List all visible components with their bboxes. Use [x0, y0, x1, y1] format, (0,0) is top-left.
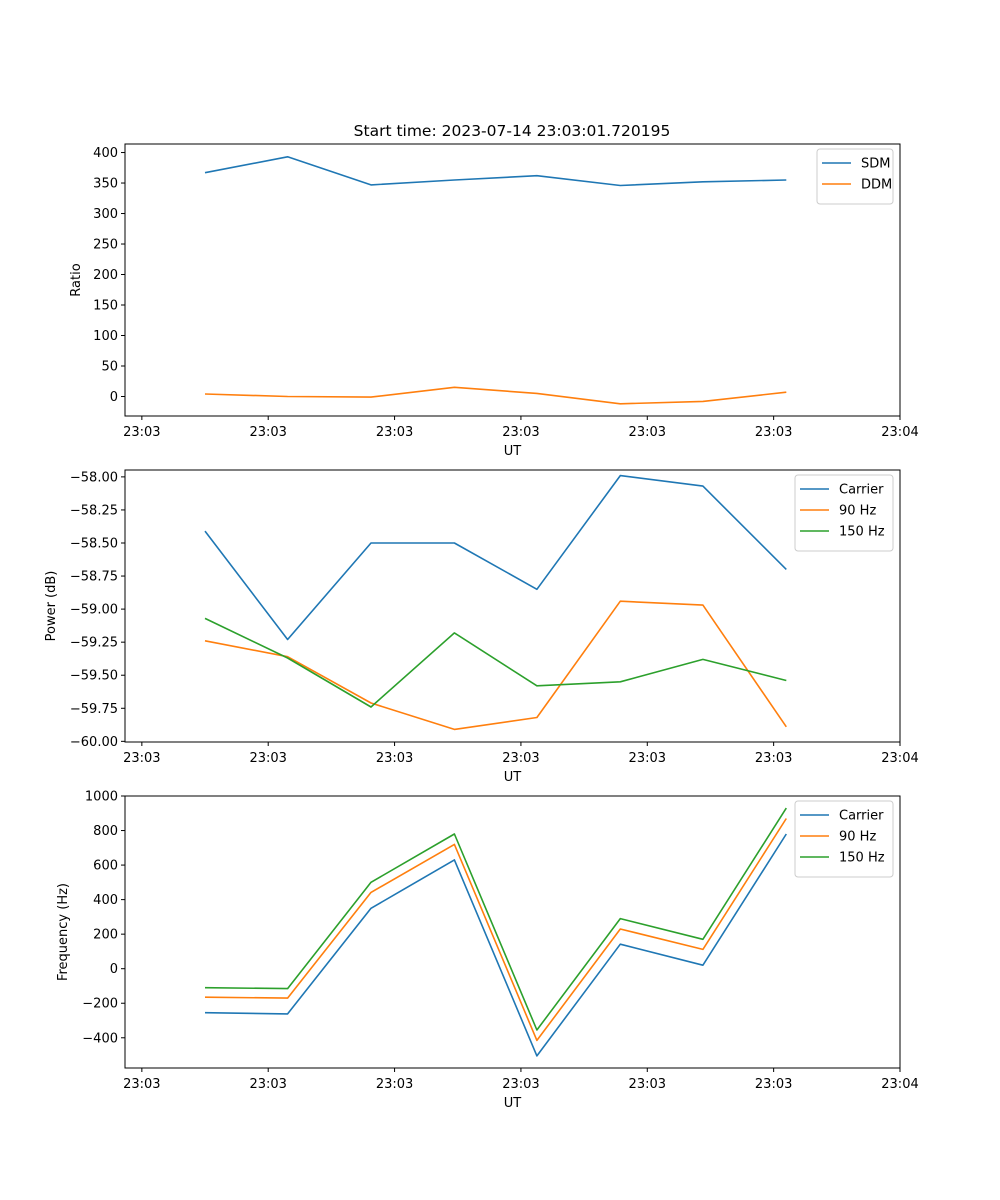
legend-label: 150 Hz [839, 525, 885, 540]
legend-box [794, 800, 894, 878]
y-tick-label: 0 [110, 962, 118, 977]
y-tick-label: 1000 [85, 790, 118, 805]
figure-title: Start time: 2023-07-14 23:03:01.720195 [354, 122, 671, 140]
legend-label: DDM [861, 178, 892, 193]
legend-label: Carrier [839, 809, 884, 824]
x-tick-label: 23:03 [502, 1077, 539, 1092]
x-tick-label: 23:03 [629, 425, 666, 440]
legend-label: 150 Hz [839, 851, 885, 866]
series-line-carrier [204, 474, 787, 641]
legend-label: SDM [861, 157, 890, 172]
y-axis-label: Frequency (Hz) [56, 883, 71, 981]
y-tick-label: 200 [93, 268, 118, 283]
y-tick-label: −60.00 [70, 735, 118, 750]
legend: Carrier 90 Hz 150 Hz [794, 474, 894, 552]
series-line-ddm [204, 386, 787, 405]
x-tick-label: 23:03 [123, 751, 160, 766]
y-tick-label: 250 [93, 238, 118, 253]
y-tick-label: 400 [93, 146, 118, 161]
y-tick-label: −58.50 [70, 536, 118, 551]
x-axis-label: UT [504, 1096, 522, 1111]
legend-label: Carrier [839, 483, 884, 498]
y-tick-label: −59.75 [70, 702, 118, 717]
plot-area-frame [124, 143, 901, 417]
x-tick-label: 23:03 [123, 425, 160, 440]
y-tick-label: 400 [93, 893, 118, 908]
y-tick-label: 50 [101, 359, 118, 374]
y-tick-label: 200 [93, 928, 118, 943]
y-tick-label: −58.25 [70, 503, 118, 518]
x-tick-label: 23:03 [502, 751, 539, 766]
legend: Carrier 90 Hz 150 Hz [794, 800, 894, 878]
x-axis-label: UT [504, 770, 522, 785]
series-line-carrier [204, 833, 787, 1057]
y-tick-label: 300 [93, 207, 118, 222]
x-tick-label: 23:03 [249, 1077, 286, 1092]
y-tick-label: 0 [110, 390, 118, 405]
series-line-90-hz [204, 600, 787, 731]
x-tick-label: 23:03 [376, 1077, 413, 1092]
y-tick-label: −58.75 [70, 570, 118, 585]
frequency-chart: −400 −200 0 200 400 600 800 1000 23:03 23:03 23:03… [56, 790, 919, 1112]
y-tick-label: −200 [82, 997, 118, 1012]
series-line-90-hz [204, 818, 787, 1042]
y-axis-label: Ratio [69, 263, 84, 296]
x-tick-label: 23:03 [502, 425, 539, 440]
y-tick-label: −59.25 [70, 636, 118, 651]
y-tick-label: 350 [93, 177, 118, 192]
x-tick-label: 23:04 [881, 425, 918, 440]
legend-box [794, 474, 894, 552]
y-tick-label: −59.50 [70, 669, 118, 684]
x-tick-label: 23:03 [376, 425, 413, 440]
power-chart: −60.00 −59.75 −59.50 −59.25 −59.00 −58.75 −58.… [44, 469, 919, 785]
y-tick-label: 150 [93, 299, 118, 314]
x-tick-label: 23:03 [755, 751, 792, 766]
x-tick-label: 23:03 [755, 1077, 792, 1092]
legend-label: 90 Hz [839, 830, 876, 845]
series-line-150-hz [204, 617, 787, 708]
y-tick-label: 100 [93, 329, 118, 344]
legend-label: 90 Hz [839, 504, 876, 519]
series-line-150-hz [204, 807, 787, 1031]
x-tick-label: 23:04 [881, 751, 918, 766]
legend: SDM DDM [816, 148, 894, 205]
y-tick-label: −400 [82, 1031, 118, 1046]
x-tick-label: 23:04 [881, 1077, 918, 1092]
x-tick-label: 23:03 [629, 751, 666, 766]
ratio-chart: 0 50 100 150 200 250 300 350 400 23:03 23:03 23:03 2… [69, 143, 919, 459]
plot-area-frame [124, 795, 901, 1069]
y-tick-label: −58.00 [70, 470, 118, 485]
x-axis-label: UT [504, 444, 522, 459]
y-axis-label: Power (dB) [44, 571, 59, 642]
series-line-sdm [204, 156, 787, 187]
y-tick-label: 600 [93, 859, 118, 874]
x-tick-label: 23:03 [249, 425, 286, 440]
x-tick-label: 23:03 [249, 751, 286, 766]
x-tick-label: 23:03 [376, 751, 413, 766]
x-tick-label: 23:03 [123, 1077, 160, 1092]
plot-area-frame [124, 469, 901, 743]
y-tick-label: 800 [93, 824, 118, 839]
x-tick-label: 23:03 [755, 425, 792, 440]
y-tick-label: −59.00 [70, 603, 118, 618]
x-tick-label: 23:03 [629, 1077, 666, 1092]
